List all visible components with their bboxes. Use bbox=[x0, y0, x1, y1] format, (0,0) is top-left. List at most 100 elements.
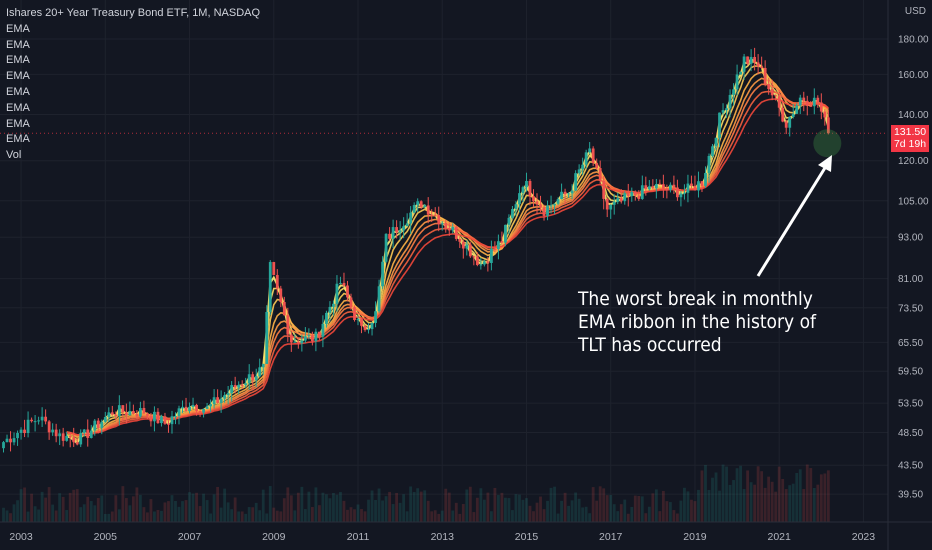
candle-body bbox=[739, 71, 742, 75]
indicator-vol[interactable]: Vol bbox=[6, 149, 22, 162]
indicator-ema-8[interactable]: EMA bbox=[6, 133, 30, 146]
candle-body bbox=[440, 223, 444, 225]
candle-body bbox=[798, 97, 802, 106]
volume-bar bbox=[633, 495, 637, 522]
volume-bar bbox=[619, 504, 623, 522]
volume-bar bbox=[507, 498, 511, 522]
symbol-title[interactable]: Ishares 20+ Year Treasury Bond ETF, 1M, … bbox=[6, 7, 261, 19]
volume-bar bbox=[339, 491, 342, 522]
volume-bar bbox=[598, 486, 602, 522]
candle-body bbox=[791, 113, 795, 118]
volume-bar bbox=[690, 499, 693, 522]
volume-bar bbox=[812, 487, 816, 522]
indicator-ema-2[interactable]: EMA bbox=[6, 38, 30, 51]
volume-bar bbox=[763, 487, 767, 522]
candle-body bbox=[416, 201, 420, 206]
candle-body bbox=[661, 184, 665, 189]
volume-bar bbox=[177, 506, 181, 522]
candle-body bbox=[725, 108, 728, 111]
volume-bar bbox=[654, 489, 658, 522]
volume-bar bbox=[325, 494, 328, 522]
volume-bar bbox=[728, 484, 732, 522]
volume-bar bbox=[574, 492, 578, 522]
candle-body bbox=[633, 191, 637, 196]
candle-body bbox=[321, 323, 325, 337]
indicator-ema-4[interactable]: EMA bbox=[6, 70, 30, 83]
candle-body bbox=[651, 186, 655, 189]
indicator-ema-5[interactable]: EMA bbox=[6, 85, 30, 98]
volume-bar bbox=[493, 487, 497, 522]
candle-body bbox=[623, 193, 627, 202]
candle-body bbox=[497, 241, 500, 250]
volume-bar bbox=[605, 495, 609, 522]
candle-body bbox=[546, 205, 549, 216]
indicator-ema-3[interactable]: EMA bbox=[6, 54, 30, 67]
volume-bar bbox=[795, 472, 799, 522]
volume-bar bbox=[342, 500, 346, 522]
candle-body bbox=[335, 283, 339, 304]
volume-bar bbox=[33, 506, 37, 522]
volume-bars bbox=[2, 464, 830, 522]
candle-body bbox=[626, 193, 630, 197]
candle-body bbox=[746, 56, 750, 64]
volume-bar bbox=[156, 509, 160, 522]
price-axis[interactable]: 39.50 43.50 48.50 53.50 59.50 65.50 73.50 81.00… bbox=[887, 0, 929, 550]
volume-bar bbox=[658, 511, 662, 522]
volume-bar bbox=[226, 502, 230, 522]
volume-bar bbox=[626, 513, 630, 522]
volume-bar bbox=[54, 510, 58, 522]
volume-bar bbox=[2, 507, 5, 522]
candle-body bbox=[131, 411, 135, 414]
candle-body bbox=[226, 393, 230, 396]
indicator-ema-1[interactable]: EMA bbox=[6, 22, 30, 35]
candle-body bbox=[135, 413, 139, 417]
candle-body bbox=[479, 264, 483, 266]
volume-bar bbox=[349, 507, 353, 522]
volume-bar bbox=[482, 499, 486, 522]
candle-body bbox=[51, 429, 55, 433]
volume-bar bbox=[307, 491, 311, 522]
candle-body bbox=[103, 417, 107, 422]
price-tick-label: 105.00 bbox=[898, 196, 929, 207]
time-tick-label: 2023 bbox=[852, 531, 876, 543]
candle-body bbox=[188, 406, 191, 411]
candle-body bbox=[61, 433, 65, 441]
indicator-ema-6[interactable]: EMA bbox=[6, 101, 30, 114]
volume-bar bbox=[391, 504, 395, 522]
volume-bar bbox=[310, 507, 314, 522]
volume-bar bbox=[668, 502, 672, 522]
volume-bar bbox=[293, 510, 297, 522]
volume-bar bbox=[37, 509, 41, 522]
currency-label[interactable]: USD bbox=[904, 6, 926, 17]
volume-bar bbox=[718, 490, 721, 522]
volume-bar bbox=[296, 492, 300, 522]
volume-bar bbox=[5, 510, 9, 522]
candle-body bbox=[40, 416, 44, 421]
candle-body bbox=[2, 442, 5, 449]
volume-bar bbox=[440, 510, 444, 522]
volume-bar bbox=[317, 505, 321, 522]
volume-bar bbox=[202, 493, 205, 522]
volume-bar bbox=[303, 509, 307, 522]
volume-bar bbox=[570, 500, 574, 522]
volume-bar bbox=[809, 468, 813, 522]
volume-bar bbox=[103, 513, 107, 522]
candle-body bbox=[223, 395, 227, 399]
volume-bar bbox=[58, 493, 62, 522]
volume-bar bbox=[184, 500, 188, 522]
volume-bar bbox=[819, 474, 823, 522]
price-tick-label: 180.00 bbox=[898, 35, 929, 46]
volume-bar bbox=[539, 496, 542, 522]
volume-bar bbox=[777, 466, 781, 522]
volume-bar bbox=[749, 482, 753, 522]
candle-body bbox=[54, 429, 58, 437]
indicator-ema-7[interactable]: EMA bbox=[6, 117, 30, 130]
candle-body bbox=[332, 303, 335, 307]
candle-body bbox=[574, 173, 578, 191]
volume-bar bbox=[370, 490, 374, 522]
candle-body bbox=[349, 297, 353, 308]
time-axis[interactable]: 2003 2005 2007 2009 2011 2013 2015 2017 2019 2021… bbox=[0, 521, 932, 543]
candle-body bbox=[704, 172, 707, 186]
highlight-circle bbox=[813, 129, 842, 158]
